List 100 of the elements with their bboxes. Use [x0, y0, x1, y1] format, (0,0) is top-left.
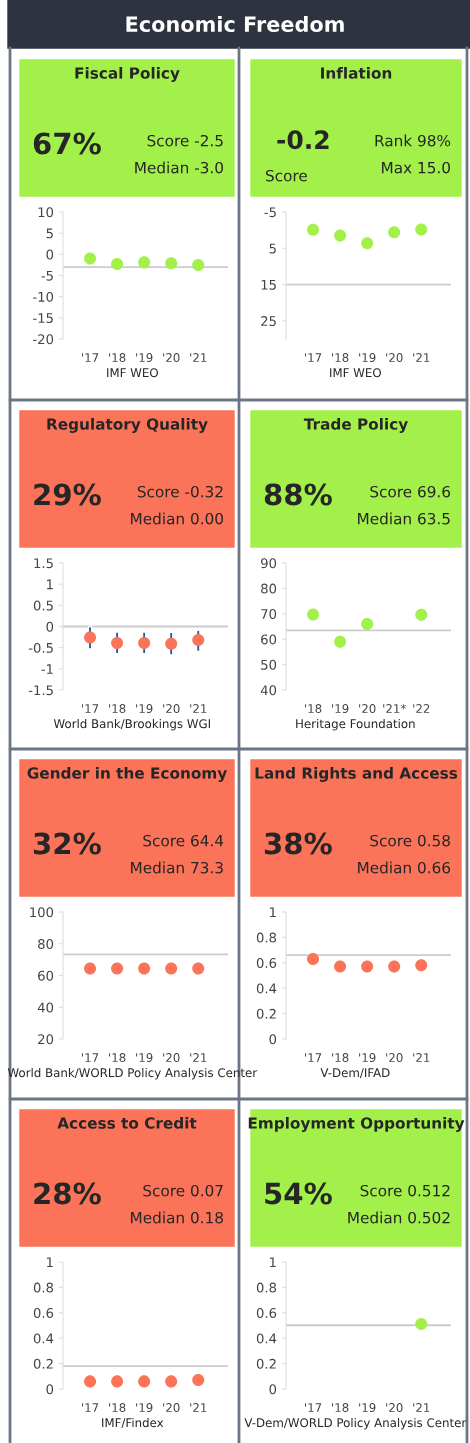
point	[361, 237, 374, 250]
text: Land Rights and Access	[255, 767, 458, 782]
x-tick-label: '19	[359, 1053, 376, 1063]
y-tick-label: 1	[270, 907, 276, 918]
text: Score 0.58	[370, 834, 450, 847]
text: Median -3.0	[135, 161, 223, 174]
text: -0.2	[277, 130, 329, 150]
point	[138, 256, 151, 269]
y-tick-label: 0.2	[256, 1358, 276, 1369]
y-tick-label: 0	[46, 1384, 54, 1395]
x-tick-label: '18	[109, 704, 126, 714]
text: 32%	[33, 832, 101, 855]
y-tick-label: 40	[37, 1002, 54, 1013]
y-tick-label: 60	[38, 970, 54, 981]
text: Median 0.00	[131, 512, 223, 525]
x-tick-label: '19	[359, 1403, 376, 1413]
y-tick-label: 20	[38, 1034, 54, 1045]
y-tick-label: 1	[47, 579, 53, 590]
text: Access to Credit	[57, 1117, 197, 1129]
y-tick-label: -0.5	[28, 642, 53, 653]
x-tick-label: '18	[305, 704, 322, 714]
y-tick-label: 1	[270, 1257, 276, 1268]
text: World Bank/Brookings WGI	[53, 719, 210, 731]
x-tick-label: '19	[136, 353, 153, 363]
y-tick-label: -1.5	[28, 685, 53, 696]
y-tick-label: -20	[33, 334, 54, 345]
x-tick-label: '21	[413, 1403, 430, 1412]
y-tick-label: -1	[41, 664, 53, 674]
point	[165, 637, 178, 650]
point	[415, 959, 428, 972]
text: Regulatory Quality	[47, 418, 208, 433]
text: 88%	[264, 483, 332, 506]
text: Median 73.3	[131, 861, 223, 874]
x-tick-label: '20	[163, 353, 180, 363]
point	[84, 631, 97, 644]
x-tick-label: '20	[386, 353, 403, 363]
x-tick-label: '21	[190, 353, 207, 362]
y-tick-label: 0.8	[256, 1282, 277, 1293]
text: Inflation	[321, 67, 392, 79]
text: Score 69.6	[370, 485, 451, 498]
point	[388, 960, 401, 973]
point	[111, 258, 124, 271]
y-tick-label: 0.2	[33, 1358, 53, 1369]
x-tick-label: '18	[332, 1403, 349, 1413]
x-tick-label: '20	[386, 1403, 403, 1413]
x-tick-label: '18	[109, 353, 126, 363]
x-tick-label: '21	[413, 353, 430, 362]
x-tick-label: '19	[136, 1403, 153, 1413]
x-tick-label: '21	[190, 704, 207, 713]
point	[138, 637, 151, 650]
y-tick-label: -5	[264, 207, 276, 218]
x-tick-label: '20	[359, 704, 376, 714]
text: 28%	[34, 1182, 101, 1205]
x-tick-label: '19	[332, 704, 349, 714]
point	[334, 229, 347, 242]
x-tick-label: '20	[163, 704, 180, 714]
text: 29%	[34, 483, 101, 506]
text: 38%	[264, 832, 332, 855]
text: IMF WEO	[330, 368, 381, 378]
y-tick-label: 0.6	[33, 1308, 54, 1318]
y-tick-label: 40	[260, 685, 277, 696]
text: Fiscal Policy	[75, 67, 180, 82]
x-tick-label: '20	[163, 1053, 180, 1063]
x-tick-label: '20	[386, 1053, 403, 1063]
y-tick-label: 0.8	[33, 1282, 54, 1293]
y-tick-label: -10	[33, 291, 54, 302]
x-tick-label: '17	[305, 353, 322, 362]
text: Rank 98%	[375, 134, 451, 147]
y-tick-label: -5	[41, 270, 53, 281]
x-tick-label: '19	[136, 704, 153, 714]
y-tick-label: -15	[33, 313, 53, 324]
point	[415, 223, 428, 236]
y-tick-label: 0.4	[256, 1333, 277, 1344]
x-tick-label: '18	[332, 353, 349, 363]
y-tick-label: 90	[261, 558, 277, 569]
y-tick-label: 50	[261, 659, 277, 670]
x-tick-label: '17	[82, 353, 99, 362]
x-tick-label: '18	[109, 1053, 126, 1063]
x-tick-label: '19	[136, 1053, 153, 1063]
y-tick-label: 15	[261, 279, 276, 290]
y-tick-label: 80	[261, 583, 277, 594]
point	[307, 223, 320, 236]
x-tick-label: '17	[305, 1403, 322, 1412]
text: Median 0.18	[131, 1211, 223, 1224]
y-tick-label: 5	[46, 228, 53, 239]
y-tick-label: 60	[261, 634, 277, 645]
point	[334, 960, 347, 973]
y-tick-label: 0	[46, 249, 54, 260]
y-tick-label: 1.5	[34, 558, 53, 569]
point	[361, 617, 374, 630]
text: Median 0.66	[358, 861, 451, 874]
x-tick-label: '19	[359, 353, 376, 363]
text: V-Dem/WORLD Policy Analysis Center	[244, 1418, 467, 1430]
y-tick-label: 0.5	[33, 600, 53, 611]
x-tick-label: '17	[82, 704, 99, 713]
y-tick-label: 0.4	[256, 983, 277, 994]
y-tick-label: 1	[47, 1257, 53, 1268]
point	[192, 634, 205, 647]
x-tick-label: '21	[190, 1403, 207, 1412]
text: Heritage Foundation	[296, 719, 415, 731]
